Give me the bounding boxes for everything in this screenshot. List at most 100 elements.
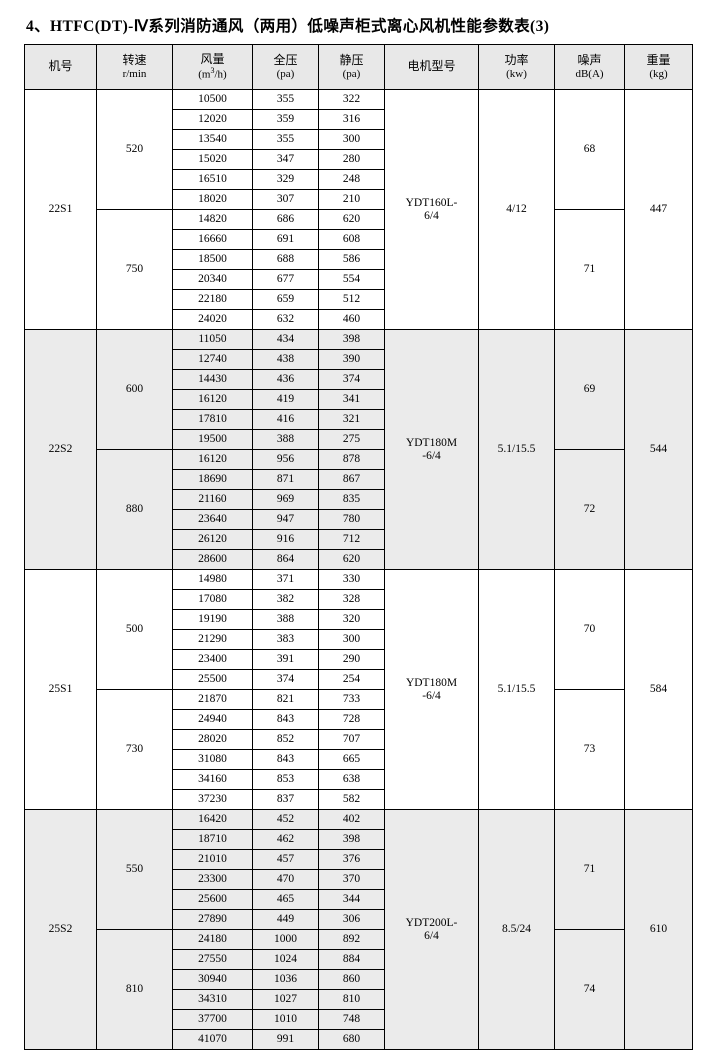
header-power: 功率 (kw) xyxy=(478,44,555,90)
cell-airflow: 14980 xyxy=(172,569,253,590)
cell-static-pressure: 867 xyxy=(318,469,385,490)
cell-total-pressure: 1036 xyxy=(252,969,319,990)
cell-airflow: 23640 xyxy=(172,509,253,530)
cell-speed: 880 xyxy=(96,449,173,570)
cell-motor-model: YDT200L- 6/4 xyxy=(384,809,479,1050)
cell-airflow: 18690 xyxy=(172,469,253,490)
table-row: 880 16120 956 878 72 xyxy=(25,449,693,570)
cell-static-pressure: 582 xyxy=(318,789,385,810)
cell-speed: 600 xyxy=(96,329,173,450)
cell-noise: 70 xyxy=(554,569,625,690)
table-header: 机号 转速 r/min 风量 (m3/h) 全压 (pa) 静压 (pa) xyxy=(24,44,693,90)
cell-motor-model: YDT180M -6/4 xyxy=(384,569,479,810)
cell-total-pressure: 969 xyxy=(252,489,319,510)
cell-model: 22S1 xyxy=(24,89,97,330)
cell-static-pressure: 586 xyxy=(318,249,385,270)
cell-static-pressure: 707 xyxy=(318,729,385,750)
header-model-line1: 机号 xyxy=(48,59,73,74)
cell-static-pressure: 665 xyxy=(318,749,385,770)
cell-total-pressure: 843 xyxy=(252,749,319,770)
cell-total-pressure: 821 xyxy=(252,689,319,710)
cell-airflow: 30940 xyxy=(172,969,253,990)
cell-power: 5.1/15.5 xyxy=(478,329,555,570)
cell-airflow: 11050 xyxy=(172,329,253,350)
cell-noise: 72 xyxy=(554,449,625,570)
cell-noise: 74 xyxy=(554,929,625,1050)
cell-static-pressure: 554 xyxy=(318,269,385,290)
cell-total-pressure: 457 xyxy=(252,849,319,870)
cell-total-pressure: 383 xyxy=(252,629,319,650)
cell-weight: 610 xyxy=(624,809,693,1050)
cell-static-pressure: 680 xyxy=(318,1029,385,1050)
table-row: 22S2 600 11050 434 398 YDT180M -6/4 5.1/15.5 69 5… xyxy=(24,329,693,570)
table-row: 23300 470 370 xyxy=(25,869,693,890)
cell-noise: 71 xyxy=(554,809,625,930)
cell-airflow: 37700 xyxy=(172,1009,253,1030)
cell-static-pressure: 512 xyxy=(318,289,385,310)
cell-static-pressure: 620 xyxy=(318,209,385,230)
cell-total-pressure: 374 xyxy=(252,669,319,690)
cell-static-pressure: 306 xyxy=(318,909,385,930)
cell-total-pressure: 382 xyxy=(252,589,319,610)
cell-static-pressure: 712 xyxy=(318,529,385,550)
page-title: 4、HTFC(DT)-Ⅳ系列消防通风（两用）低噪声柜式离心风机性能参数表(3) xyxy=(26,18,550,35)
table-row: 23640 947 780 xyxy=(25,509,693,530)
table-row: 21290 383 300 xyxy=(25,629,693,650)
cell-total-pressure: 1000 xyxy=(252,929,319,950)
cell-model: 22S2 xyxy=(24,329,97,570)
cell-airflow: 24180 xyxy=(172,929,253,950)
cell-airflow: 26120 xyxy=(172,529,253,550)
cell-airflow: 17080 xyxy=(172,589,253,610)
header-weight-line2: (kg) xyxy=(649,67,668,80)
cell-airflow: 16660 xyxy=(172,229,253,250)
cell-airflow: 14820 xyxy=(172,209,253,230)
cell-static-pressure: 300 xyxy=(318,629,385,650)
cell-airflow: 37230 xyxy=(172,789,253,810)
cell-total-pressure: 659 xyxy=(252,289,319,310)
cell-total-pressure: 307 xyxy=(252,189,319,210)
cell-total-pressure: 947 xyxy=(252,509,319,530)
header-airflow: 风量 (m3/h) xyxy=(172,44,253,90)
cell-total-pressure: 388 xyxy=(252,429,319,450)
cell-speed: 810 xyxy=(96,929,173,1050)
cell-model: 25S1 xyxy=(24,569,97,810)
page: 4、HTFC(DT)-Ⅳ系列消防通风（两用）低噪声柜式离心风机性能参数表(3) … xyxy=(24,18,693,1050)
cell-airflow: 10500 xyxy=(172,89,253,110)
cell-static-pressure: 322 xyxy=(318,89,385,110)
header-motor-model: 电机型号 xyxy=(384,44,479,90)
cell-speed: 500 xyxy=(96,569,173,690)
cell-total-pressure: 853 xyxy=(252,769,319,790)
cell-airflow: 27890 xyxy=(172,909,253,930)
cell-airflow: 25600 xyxy=(172,889,253,910)
cell-static-pressure: 320 xyxy=(318,609,385,630)
cell-static-pressure: 254 xyxy=(318,669,385,690)
cell-static-pressure: 344 xyxy=(318,889,385,910)
cell-total-pressure: 329 xyxy=(252,169,319,190)
cell-speed: 550 xyxy=(96,809,173,930)
cell-airflow: 21870 xyxy=(172,689,253,710)
header-weight: 重量 (kg) xyxy=(624,44,693,90)
cell-total-pressure: 462 xyxy=(252,829,319,850)
cell-total-pressure: 416 xyxy=(252,409,319,430)
table-row: 31080 843 665 xyxy=(25,749,693,770)
cell-total-pressure: 871 xyxy=(252,469,319,490)
cell-total-pressure: 391 xyxy=(252,649,319,670)
cell-weight: 447 xyxy=(624,89,693,330)
motor-model-line2: 6/4 xyxy=(424,929,439,942)
cell-total-pressure: 1024 xyxy=(252,949,319,970)
table-row: 21010 457 376 xyxy=(25,849,693,870)
cell-total-pressure: 843 xyxy=(252,709,319,730)
cell-static-pressure: 321 xyxy=(318,409,385,430)
header-static-pressure: 静压 (pa) xyxy=(318,44,385,90)
motor-model-line2: -6/4 xyxy=(422,449,441,462)
cell-total-pressure: 434 xyxy=(252,329,319,350)
cell-static-pressure: 290 xyxy=(318,649,385,670)
cell-total-pressure: 355 xyxy=(252,129,319,150)
table-row: 25S2 550 16420 452 402 YDT200L- 6/4 8.5/24 71 610 xyxy=(24,809,693,1050)
cell-total-pressure: 347 xyxy=(252,149,319,170)
table-row: 16120 419 341 xyxy=(25,389,693,410)
cell-airflow: 27550 xyxy=(172,949,253,970)
table-row: 26120 916 712 xyxy=(25,529,693,550)
header-speed-line2: r/min xyxy=(122,67,147,80)
cell-airflow: 20340 xyxy=(172,269,253,290)
